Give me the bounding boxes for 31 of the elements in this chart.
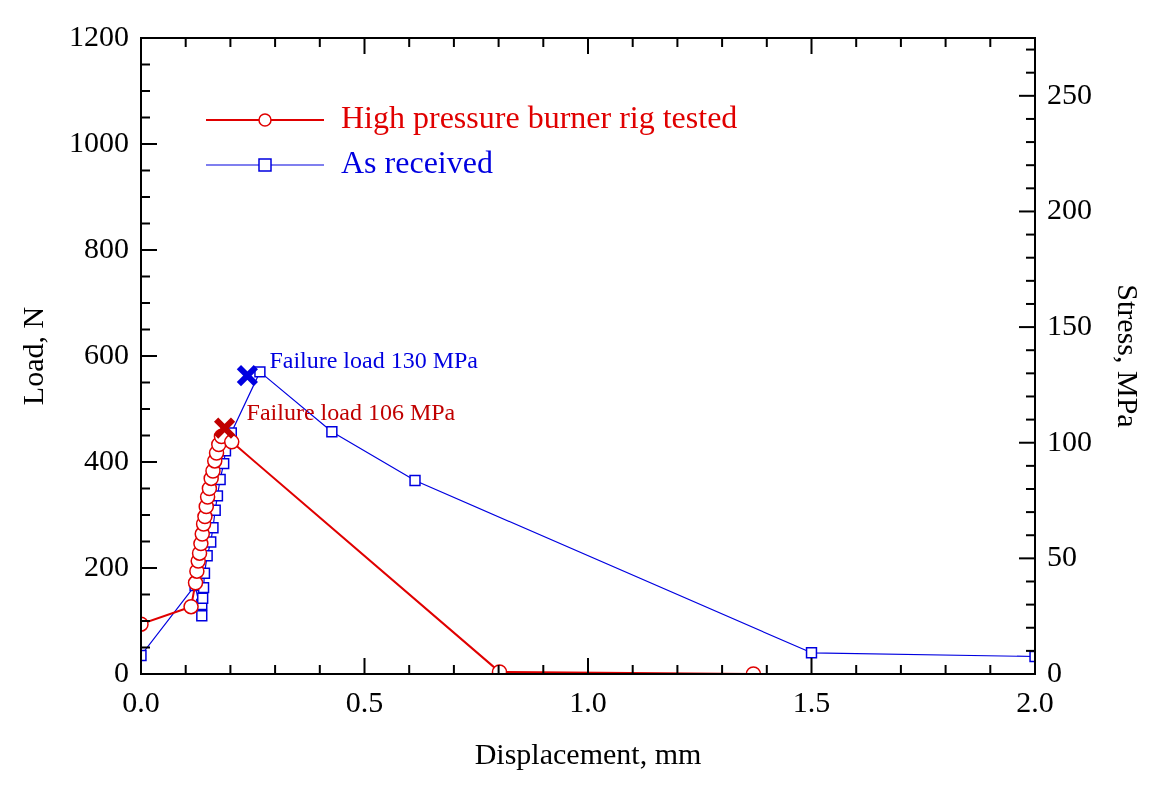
y-tick-label: 400 [84,442,129,476]
x-tick-label: 0.5 [345,684,384,718]
y-tick-label: 600 [84,336,129,370]
y2-axis-title: Stress, MPa [1112,284,1146,428]
point [805,647,818,659]
point [196,610,208,622]
y-tick-label: 1200 [69,18,129,52]
y2-tick-label: 250 [1047,76,1092,110]
point [326,426,338,438]
point [254,366,266,378]
y-tick-label: 200 [84,548,129,582]
y-tick-label: 1000 [69,124,129,158]
point [235,364,259,388]
annotation: Failure load 130 MPa [269,346,479,373]
x-tick-label: 1.5 [792,684,831,718]
legend-label: As received [341,144,493,181]
legend-label: High pressure burner rig tested [341,99,738,136]
annotation: Failure load 106 MPa [246,399,456,426]
y2-tick-label: 150 [1047,307,1092,341]
point [196,592,209,604]
point [183,598,199,615]
y-tick-label: 800 [84,230,129,264]
point [213,416,237,440]
x-tick-label: 1.0 [569,684,607,718]
point [223,434,240,450]
x-axis-title: Displacement, mm [474,736,702,770]
y2-tick-label: 100 [1047,423,1092,457]
point [409,474,421,487]
y-axis-title: Load, N [15,306,49,406]
y2-tick-label: 200 [1047,192,1092,226]
y2-tick-label: 50 [1047,539,1077,573]
